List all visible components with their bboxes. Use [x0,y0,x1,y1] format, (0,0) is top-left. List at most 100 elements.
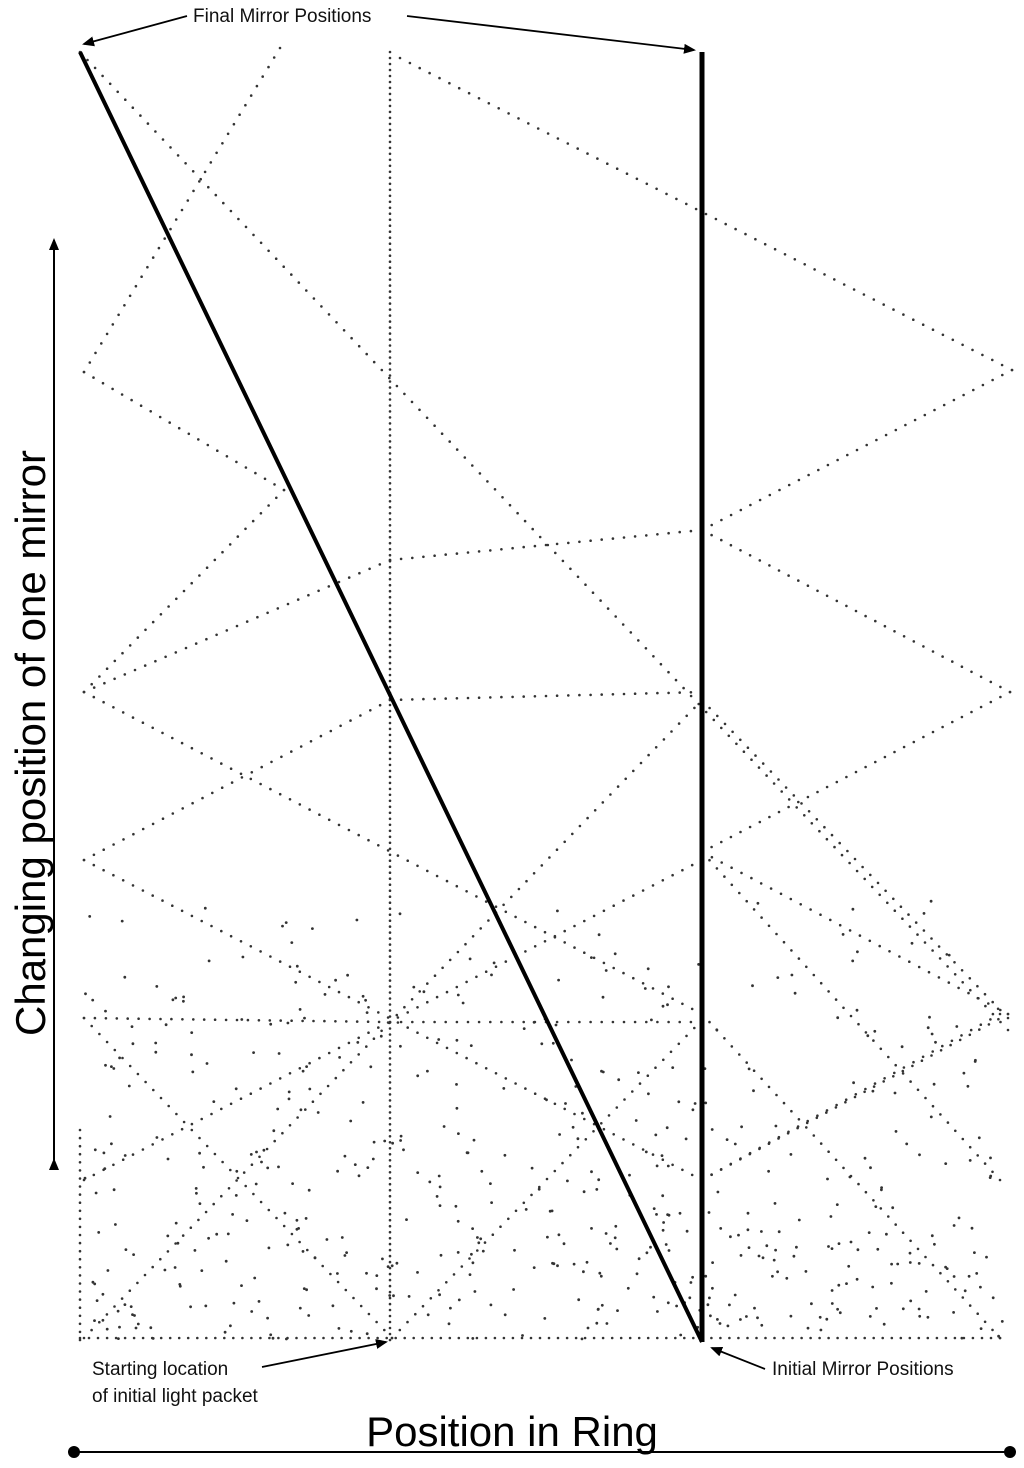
trajectory-dot [590,1227,593,1230]
trajectory-dot [933,408,936,412]
trajectory-dot [901,1072,905,1075]
trajectory-dot [799,903,802,906]
trajectory-dot [612,904,615,907]
trajectory-dot [455,448,459,451]
trajectory-dot [388,1236,392,1240]
trajectory-dot [522,695,525,698]
trajectory-dot [803,814,806,817]
trajectory-dot [403,392,406,396]
trajectory-dot [435,995,439,999]
trajectory-dot [378,703,382,707]
trajectory-dot [388,200,392,204]
trajectory-dot [991,1170,994,1174]
trajectory-dot [359,714,362,717]
trajectory-dot [846,453,849,457]
trajectory-dot [290,1019,293,1022]
trajectory-dot [222,201,225,205]
trajectory-dot [282,265,286,269]
trajectory-dot [855,869,859,873]
trajectory-dot [205,566,209,569]
trajectory-dot [192,189,195,193]
trajectory-dot [489,1020,492,1024]
trajectory-dot [819,1328,823,1332]
trajectory-dot [510,895,513,899]
trajectory-dot [937,945,941,948]
trajectory-dot [883,624,887,628]
trajectory-dot [555,542,559,546]
trajectory-dot [902,635,906,638]
trajectory-dot [757,766,761,769]
trajectory-dot [203,906,207,910]
trajectory-dot [177,426,181,430]
trajectory-dot [854,1093,858,1096]
trajectory-dot [694,207,698,211]
trajectory-dot [402,1148,405,1152]
trajectory-dot [693,1026,696,1030]
trajectory-dot [779,892,783,896]
trajectory-dot [342,1068,345,1072]
trajectory-dot [388,1296,392,1300]
trajectory-dot [399,1044,402,1048]
trajectory-dot [159,613,163,616]
trajectory-dot [503,1153,507,1157]
trajectory-dot [499,1225,502,1228]
trajectory-dot [693,1102,697,1105]
trajectory-dot [161,731,164,735]
trajectory-dot [544,694,548,698]
trajectory-dot [388,278,392,281]
trajectory-dot [553,934,557,938]
trajectory-dot [922,912,926,915]
trajectory-dot [204,1210,208,1214]
trajectory-dot [836,1336,839,1340]
trajectory-dot [678,691,681,694]
trajectory-dot [388,218,392,221]
trajectory-dot [82,370,86,374]
trajectory-dot [210,924,213,928]
trajectory-dot [983,992,987,996]
trajectory-dot [961,981,964,984]
trajectory-dot [908,960,911,963]
trajectory-dot [979,705,983,709]
trajectory-dot [746,1336,749,1340]
trajectory-dot [327,985,331,989]
trajectory-dot [758,498,762,502]
trajectory-dot [103,681,106,685]
trajectory-dot [398,56,402,60]
trajectory-dot [475,895,478,898]
trajectory-dot [250,1336,253,1340]
trajectory-dot [259,512,263,515]
trajectory-dot [426,1313,430,1317]
trajectory-dot [329,1272,332,1276]
trajectory-dot [151,894,154,897]
trajectory-dot [143,1273,147,1277]
trajectory-dot [727,734,731,738]
trajectory-dot [790,1109,793,1113]
trajectory-dot [600,1069,603,1073]
trajectory-dot [931,1104,935,1108]
trajectory-dot [251,519,255,523]
trajectory-dot [818,829,821,833]
trajectory-dot [154,1041,158,1045]
trajectory-dot [609,793,612,796]
trajectory-dot [998,1012,1002,1016]
trajectory-dot [917,965,921,969]
trajectory-dot [538,535,542,539]
trajectory-dot [738,1053,741,1056]
trajectory-dot [187,432,191,436]
trajectory-dot [605,1322,609,1325]
trajectory-dot [473,1290,477,1293]
trajectory-dot [438,1293,441,1297]
trajectory-dot [533,925,537,929]
trajectory-dot [90,682,93,686]
trajectory-dot [227,1187,231,1190]
trajectory-dot [489,1182,492,1185]
trajectory-dot [667,531,670,535]
trajectory-dot [816,589,819,593]
trajectory-dot [336,1280,340,1284]
trajectory-dot [477,97,481,100]
trajectory-dot [295,1336,298,1340]
trajectory-dot [267,65,270,69]
trajectory-dot [257,1300,261,1303]
trajectory-dot [259,1336,262,1340]
trajectory-dot [388,535,392,539]
